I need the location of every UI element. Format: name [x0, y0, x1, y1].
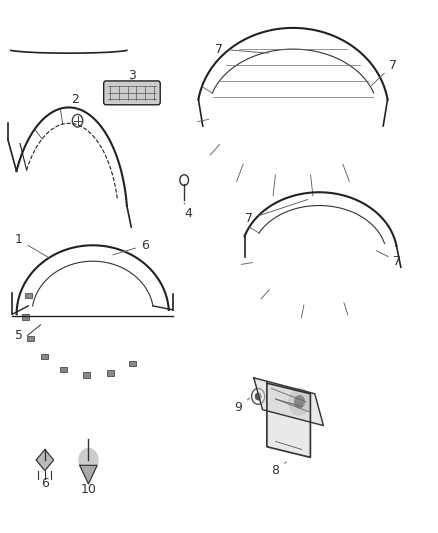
Text: 8: 8 — [272, 462, 286, 477]
Bar — [22, 314, 29, 320]
Polygon shape — [36, 449, 53, 471]
Text: 7: 7 — [376, 251, 402, 268]
Text: 7: 7 — [245, 199, 308, 225]
Text: 10: 10 — [81, 483, 96, 496]
Bar — [27, 336, 34, 341]
Circle shape — [79, 448, 98, 472]
Text: 7: 7 — [215, 43, 268, 55]
FancyBboxPatch shape — [104, 81, 160, 105]
Text: 1: 1 — [15, 233, 49, 257]
Text: 6: 6 — [41, 478, 49, 490]
Text: 9: 9 — [235, 398, 250, 414]
Text: 5: 5 — [15, 329, 23, 342]
Bar — [129, 361, 136, 366]
Circle shape — [289, 389, 311, 415]
Text: 4: 4 — [184, 203, 192, 220]
Bar — [83, 372, 90, 377]
Text: 7: 7 — [371, 59, 397, 85]
Circle shape — [294, 395, 305, 408]
Text: 3: 3 — [128, 69, 136, 82]
Bar — [60, 367, 67, 372]
Polygon shape — [267, 383, 311, 457]
Bar — [25, 293, 32, 298]
Polygon shape — [80, 465, 97, 484]
Bar — [107, 370, 114, 376]
Polygon shape — [254, 378, 323, 425]
Circle shape — [255, 393, 261, 400]
Bar — [41, 354, 47, 359]
Text: 2: 2 — [71, 93, 79, 110]
Text: 6: 6 — [113, 239, 149, 255]
